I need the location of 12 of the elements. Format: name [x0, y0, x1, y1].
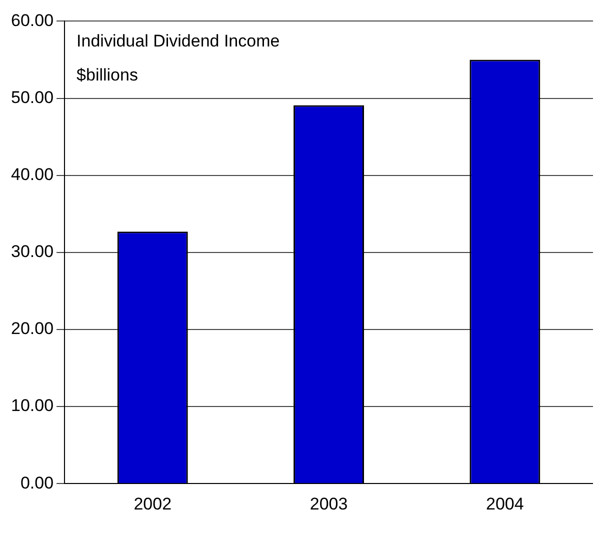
- annotation: Individual Dividend Income: [76, 31, 280, 50]
- y-tick-label: 10.00: [10, 396, 54, 416]
- annotation: $billions: [76, 65, 138, 84]
- x-tick-label: 2002: [134, 494, 172, 514]
- x-tick-label: 2004: [486, 494, 524, 514]
- y-tick-label: 60.00: [10, 10, 54, 30]
- y-tick-label: 40.00: [10, 165, 54, 184]
- x-tick-label: 2003: [310, 494, 348, 514]
- y-tick-label: 30.00: [10, 242, 54, 262]
- y-tick-label: 20.00: [10, 319, 54, 338]
- y-tick-label: 0.00: [20, 473, 54, 492]
- y-tick-label: 50.00: [10, 88, 54, 107]
